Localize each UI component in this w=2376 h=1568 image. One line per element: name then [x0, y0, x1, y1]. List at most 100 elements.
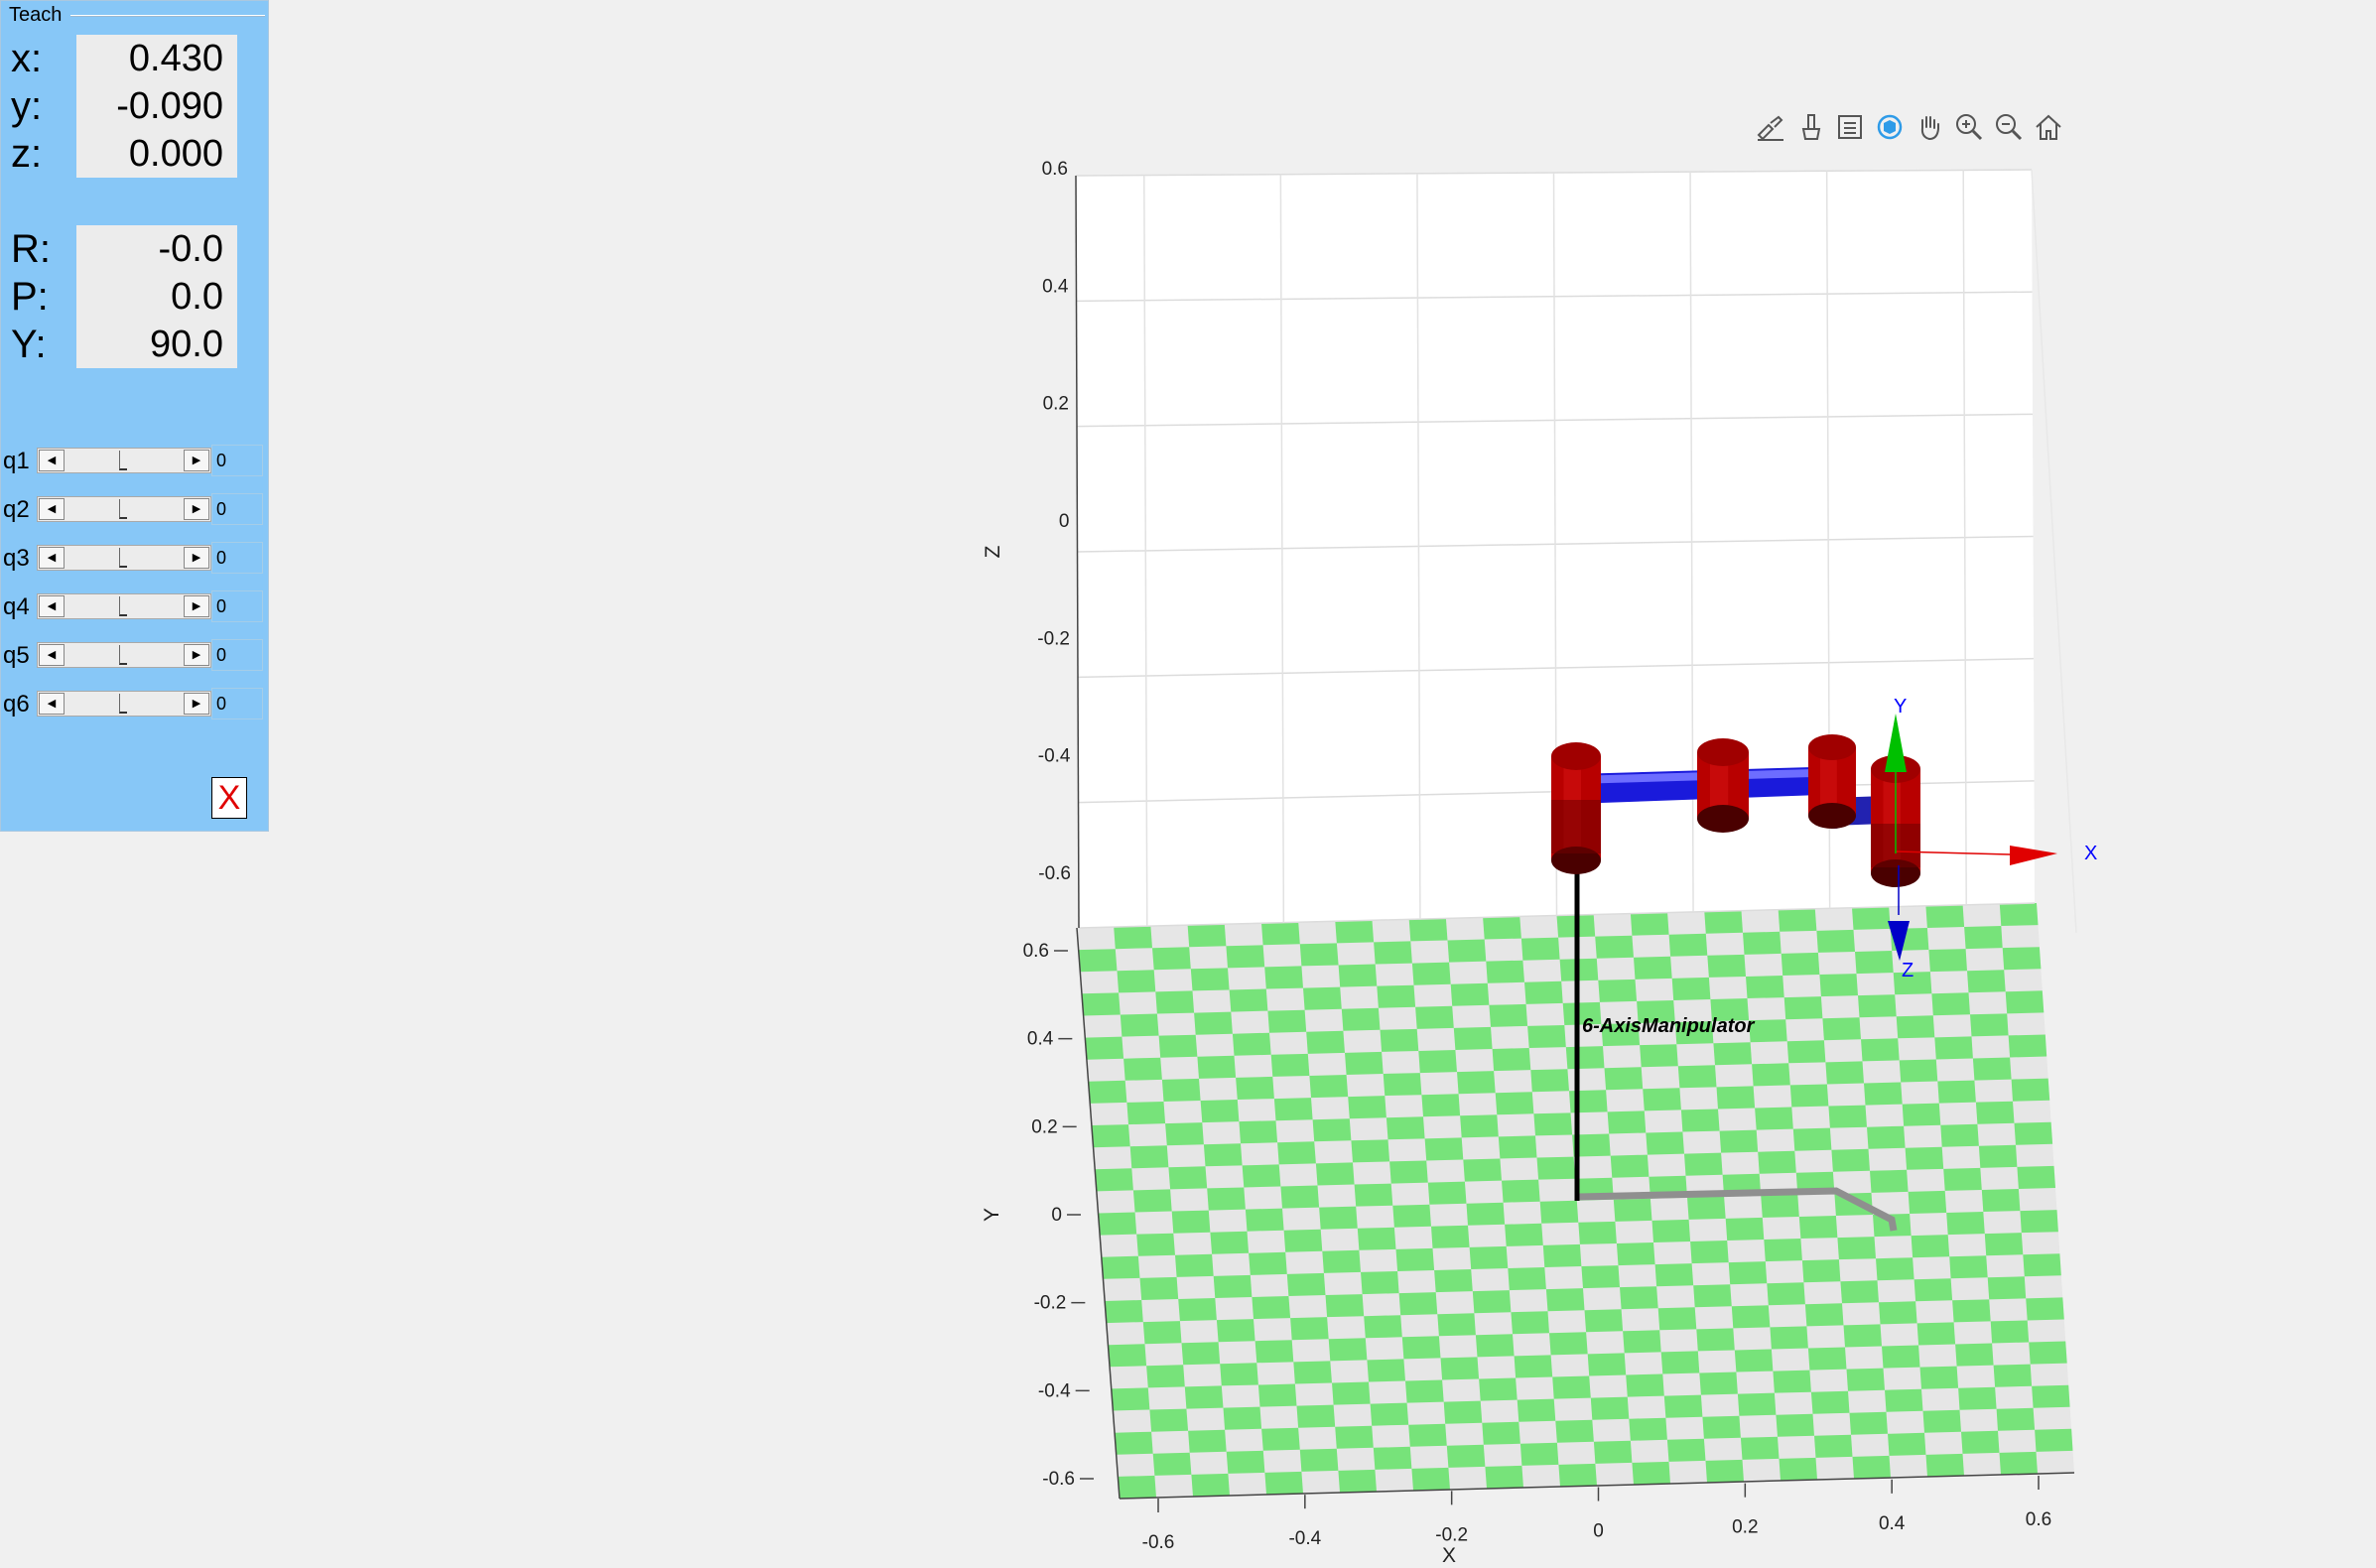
- floor-tile: [1896, 1015, 1935, 1039]
- data-tips-icon[interactable]: [1792, 109, 1828, 145]
- arrow-left-icon[interactable]: ◀: [39, 450, 65, 471]
- arrow-left-icon[interactable]: ◀: [39, 595, 65, 617]
- floor-tile: [1629, 1417, 1667, 1441]
- floor-tile: [1242, 1164, 1281, 1188]
- floor-tile: [1431, 1225, 1470, 1248]
- joint-value-q3[interactable]: 0: [211, 542, 263, 574]
- floor-tile: [1482, 1421, 1520, 1445]
- floor-tile: [1466, 1202, 1506, 1226]
- arrow-right-icon[interactable]: ▶: [184, 547, 209, 569]
- floor-tile: [1743, 931, 1782, 955]
- joint-value-q1[interactable]: 0: [211, 445, 263, 476]
- floor-tile: [1925, 1453, 1964, 1477]
- floor-tile: [1616, 1242, 1655, 1266]
- y-label: y:: [11, 84, 43, 128]
- rotate-3d-icon[interactable]: [1872, 109, 1908, 145]
- arrow-right-icon[interactable]: ▶: [184, 498, 209, 520]
- arrow-left-icon[interactable]: ◀: [39, 644, 65, 666]
- floor-tile: [1114, 926, 1152, 950]
- floor-tile: [1309, 1075, 1349, 1099]
- slider-thumb[interactable]: [119, 694, 127, 714]
- arrow-right-icon[interactable]: ▶: [184, 693, 209, 715]
- slider-thumb[interactable]: [119, 548, 127, 568]
- joint-slider-q6[interactable]: ◀ ▶: [37, 691, 211, 717]
- frame-x-line: [1895, 850, 2011, 855]
- joint-value-q6[interactable]: 0: [211, 688, 263, 719]
- slider-thumb[interactable]: [119, 451, 127, 470]
- floor-tile: [1846, 1368, 1885, 1391]
- figure-toolbar: [1753, 109, 2066, 147]
- joint-row-q4: q4 ◀ ▶ 0: [1, 588, 270, 627]
- floor-tile: [1511, 1311, 1549, 1335]
- floor-tile: [1450, 982, 1490, 1006]
- z-value: 0.000: [76, 130, 237, 178]
- legend-icon[interactable]: [1832, 109, 1868, 145]
- home-icon[interactable]: [2031, 109, 2066, 145]
- frame-x-label: X: [2084, 843, 2097, 864]
- floor-tile: [1852, 1455, 1891, 1479]
- floor-tile: [1810, 1390, 1850, 1414]
- zoom-in-icon[interactable]: [1951, 109, 1987, 145]
- floor-tile: [1937, 1080, 1976, 1104]
- floor-tile: [1168, 1166, 1208, 1190]
- floor-tile: [1508, 1267, 1546, 1291]
- floor-tile: [1902, 1103, 1941, 1126]
- arrow-left-icon[interactable]: ◀: [39, 547, 65, 569]
- arrow-right-icon[interactable]: ▶: [184, 644, 209, 666]
- joint-1-lower-shade: [1551, 800, 1601, 853]
- x-tick-label: 0.4: [1879, 1513, 1906, 1534]
- floor-tile: [1236, 1076, 1274, 1100]
- arrow-right-icon[interactable]: ▶: [184, 450, 209, 471]
- frame-z-arrow: [1888, 921, 1910, 961]
- joint-slider-q3[interactable]: ◀ ▶: [37, 545, 211, 571]
- floor-tile: [1911, 1235, 1950, 1258]
- floor-tile: [1934, 1036, 1973, 1060]
- floor-tile: [1972, 1057, 2012, 1081]
- floor-tile: [1239, 1120, 1278, 1144]
- floor-tile: [1392, 1204, 1431, 1228]
- zoom-out-icon[interactable]: [1991, 109, 2027, 145]
- floor-tile: [1118, 1475, 1156, 1499]
- joint-slider-q2[interactable]: ◀ ▶: [37, 496, 211, 522]
- floor-tile: [1623, 1330, 1661, 1354]
- floor-tile: [1105, 1300, 1143, 1324]
- yaw-value: 90.0: [76, 321, 237, 368]
- brush-icon[interactable]: [1753, 109, 1788, 145]
- floor-tile: [1319, 1206, 1358, 1230]
- floor-tile: [1126, 1102, 1166, 1125]
- pan-icon[interactable]: [1912, 109, 1947, 145]
- floor-tile: [1837, 1237, 1876, 1260]
- floor-tile: [1270, 1053, 1310, 1077]
- arrow-left-icon[interactable]: ◀: [39, 498, 65, 520]
- slider-thumb[interactable]: [119, 645, 127, 665]
- joint-value-q2[interactable]: 0: [211, 493, 263, 525]
- joint-slider-q4[interactable]: ◀ ▶: [37, 593, 211, 619]
- close-button[interactable]: X: [211, 777, 247, 819]
- slider-thumb[interactable]: [119, 499, 127, 519]
- floor-tile: [1578, 1221, 1617, 1244]
- slider-thumb[interactable]: [119, 596, 127, 616]
- floor-tile: [1584, 1309, 1624, 1333]
- floor-tile: [1098, 1212, 1137, 1236]
- joint-slider-q5[interactable]: ◀ ▶: [37, 642, 211, 668]
- joint-value-q5[interactable]: 0: [211, 639, 263, 671]
- floor-tile: [1699, 1372, 1738, 1395]
- floor-tile: [1632, 1461, 1670, 1485]
- floor-tile: [1533, 1112, 1573, 1136]
- x-axis-label: X: [1442, 1544, 1456, 1567]
- floor-tile: [1610, 1154, 1650, 1178]
- floor-tile: [1489, 1003, 1528, 1027]
- floor-tile: [1283, 1229, 1323, 1252]
- arrow-right-icon[interactable]: ▶: [184, 595, 209, 617]
- joint-value-q4[interactable]: 0: [211, 590, 263, 622]
- floor-tile: [1322, 1249, 1361, 1273]
- floor-tile: [1604, 1067, 1644, 1091]
- floor-tile: [1654, 1263, 1694, 1287]
- arrow-left-icon[interactable]: ◀: [39, 693, 65, 715]
- joint-slider-q1[interactable]: ◀ ▶: [37, 448, 211, 473]
- floor-tile: [1264, 966, 1303, 989]
- floor-tile: [1261, 922, 1300, 946]
- floor-tile: [1216, 1319, 1255, 1343]
- floor-tile: [1424, 1137, 1464, 1161]
